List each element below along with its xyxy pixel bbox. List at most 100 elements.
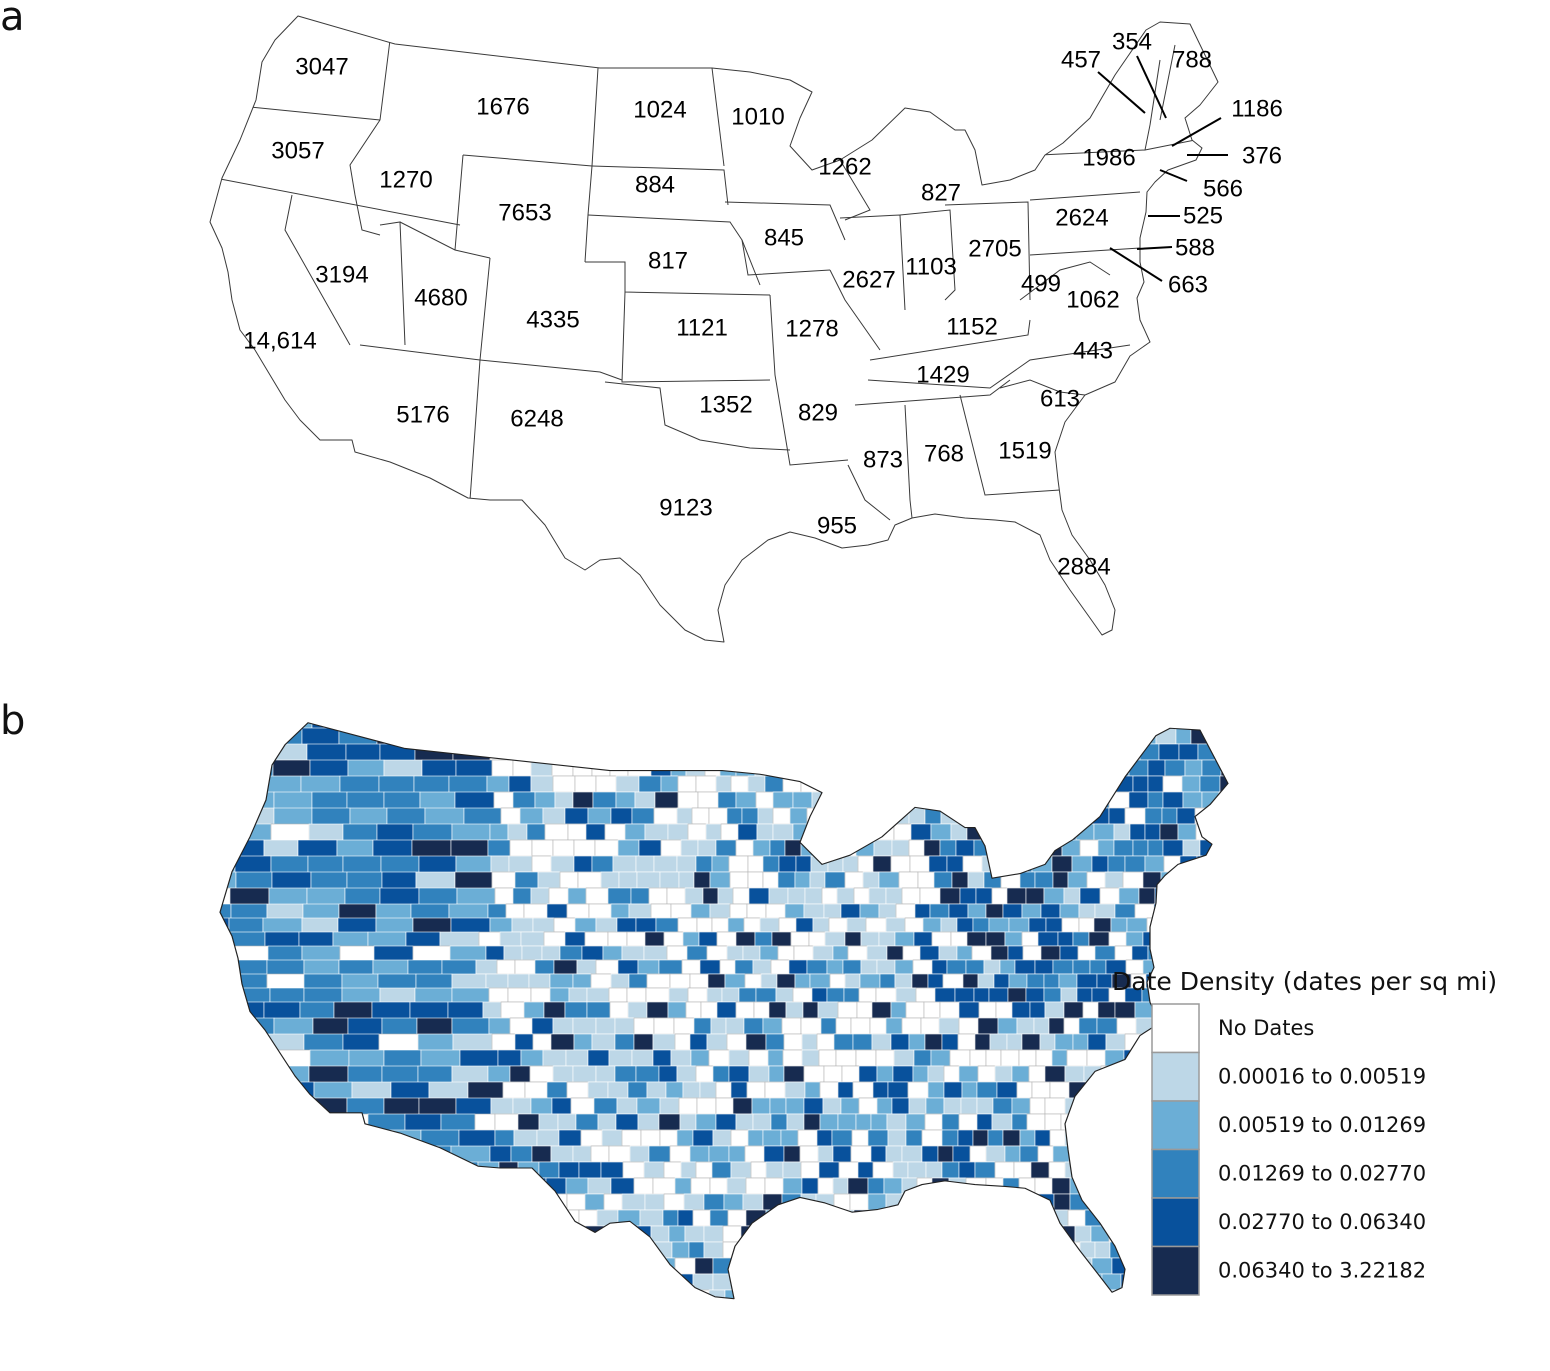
- county-cell: [1063, 887, 1081, 905]
- county-cell: [375, 1145, 414, 1179]
- county-cell: [587, 1354, 609, 1370]
- county-cell: [908, 1033, 926, 1051]
- county-cell: [119, 1162, 154, 1194]
- county-cell: [1088, 743, 1110, 761]
- county-cell: [1072, 1033, 1089, 1051]
- county-cell: [680, 1161, 697, 1179]
- county-cell: [1019, 871, 1036, 889]
- county-cell: [897, 743, 914, 761]
- county-cell: [14, 1066, 48, 1098]
- county-cell: [14, 1098, 53, 1130]
- county-cell: [517, 1113, 540, 1131]
- county-cell: [488, 987, 509, 1003]
- county-cell: [230, 1209, 268, 1243]
- county-cell: [826, 987, 845, 1003]
- county-cell: [311, 1097, 348, 1131]
- county-cell: [557, 722, 577, 729]
- county-cell: [587, 1177, 612, 1195]
- county-cell: [924, 1113, 943, 1131]
- county-cell: [894, 959, 914, 975]
- county-cell: [1017, 1273, 1035, 1291]
- county-cell: [817, 1209, 836, 1227]
- county-cell: [674, 743, 692, 761]
- county-cell: [720, 823, 739, 841]
- county-cell: [671, 1241, 690, 1259]
- county-cell: [703, 1241, 724, 1259]
- county-cell: [536, 1306, 559, 1322]
- county-cell: [232, 1033, 270, 1067]
- county-cell: [492, 1209, 517, 1227]
- county-cell: [732, 1097, 753, 1115]
- county-cell: [220, 807, 241, 841]
- county-cell: [715, 1081, 732, 1099]
- county-cell: [845, 1306, 863, 1322]
- county-cell: [932, 1306, 947, 1322]
- county-cell: [1124, 1081, 1144, 1099]
- county-cell: [931, 743, 949, 761]
- county-cell: [977, 1017, 999, 1035]
- state-label-montana: 1676: [476, 93, 529, 120]
- county-cell: [1074, 1257, 1093, 1275]
- county-cell: [1128, 791, 1149, 809]
- county-cell: [624, 823, 646, 841]
- county-cell: [1008, 917, 1030, 933]
- county-cell: [487, 1322, 505, 1338]
- county-cell: [1134, 1001, 1153, 1019]
- county-cell: [972, 917, 990, 933]
- county-cell: [869, 1354, 887, 1370]
- county-cell: [777, 1354, 795, 1370]
- county-cell: [84, 918, 118, 946]
- county-cell: [220, 1001, 231, 1035]
- county-cell: [233, 1322, 272, 1354]
- county-cell: [680, 839, 699, 857]
- county-cell: [123, 974, 161, 1002]
- county-cell: [508, 743, 529, 761]
- county-cell: [991, 839, 1012, 857]
- county-cell: [804, 1081, 821, 1099]
- county-cell: [1201, 917, 1219, 933]
- county-cell: [1225, 931, 1228, 947]
- county-cell: [628, 1322, 646, 1338]
- county-cell: [927, 973, 944, 989]
- county-cell: [994, 1161, 1015, 1179]
- county-cell: [91, 1178, 127, 1210]
- county-cell: [778, 855, 797, 873]
- county-cell: [576, 1257, 597, 1275]
- county-cell: [858, 722, 876, 729]
- county-cell: [940, 917, 958, 933]
- county-cell: [86, 1146, 125, 1178]
- county-cell: [1153, 722, 1174, 729]
- county-cell: [84, 744, 122, 776]
- county-cell: [697, 839, 717, 857]
- county-cell: [1049, 722, 1066, 729]
- county-cell: [852, 1033, 873, 1051]
- county-cell: [343, 1129, 383, 1163]
- county-cell: [922, 1225, 940, 1243]
- county-cell: [715, 1097, 734, 1115]
- county-cell: [839, 722, 860, 729]
- county-cell: [975, 887, 993, 905]
- county-cell: [968, 1257, 985, 1275]
- state-label-georgia: 1519: [998, 437, 1051, 464]
- county-cell: [220, 1161, 227, 1195]
- county-cell: [1060, 987, 1078, 1003]
- county-cell: [496, 959, 516, 975]
- county-cell: [891, 722, 912, 729]
- county-cell: [942, 973, 964, 989]
- county-cell: [517, 1161, 540, 1179]
- county-cell: [983, 743, 1005, 761]
- county-cell: [1199, 839, 1217, 857]
- county-cell: [53, 808, 92, 840]
- county-cell: [1010, 839, 1027, 857]
- county-cell: [1051, 855, 1073, 873]
- county-cell: [261, 1113, 297, 1147]
- county-cell: [799, 1273, 817, 1291]
- county-cell: [942, 1338, 959, 1354]
- county-cell: [648, 1145, 671, 1163]
- county-cell: [989, 1033, 1008, 1051]
- county-cell: [494, 1129, 515, 1147]
- county-cell: [949, 1257, 970, 1275]
- county-cell: [801, 1049, 820, 1067]
- county-cell: [668, 1225, 686, 1243]
- county-cell: [51, 856, 88, 888]
